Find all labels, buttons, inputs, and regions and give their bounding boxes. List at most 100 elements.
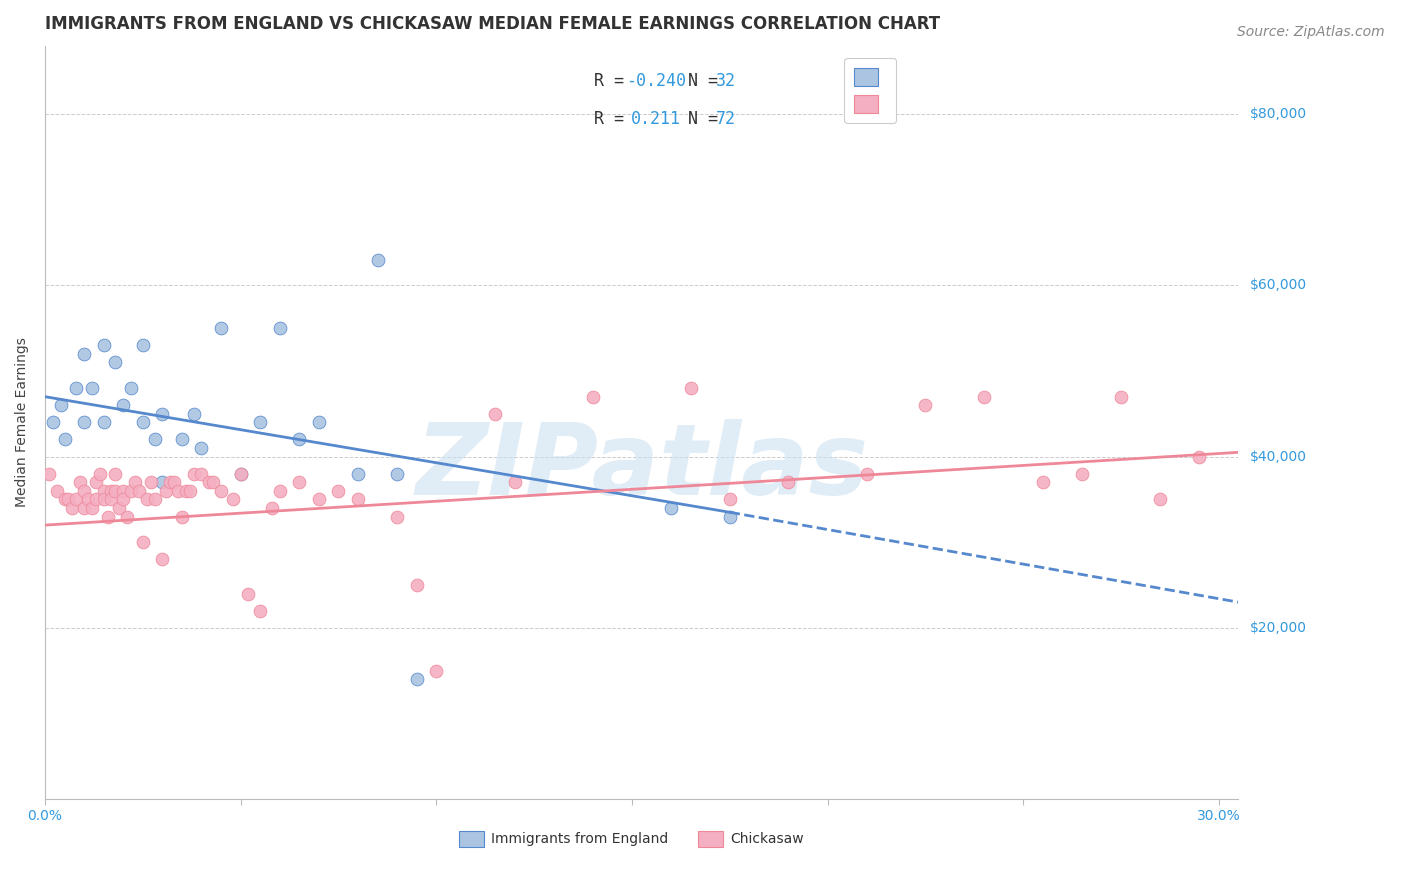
Point [93, 338, 115, 352]
Text: $80,000: $80,000 [1250, 107, 1306, 121]
Text: N =: N = [688, 72, 728, 90]
Point [112, 492, 135, 507]
Text: $40,000: $40,000 [1250, 450, 1306, 464]
Point [112, 483, 135, 498]
Point [69, 475, 91, 490]
Point [100, 483, 122, 498]
Point [183, 407, 205, 421]
Point [38, 467, 60, 481]
Point [73, 500, 96, 515]
Point [150, 552, 173, 566]
Point [139, 475, 162, 490]
Point [238, 586, 260, 600]
Point [1032, 475, 1054, 490]
Text: $20,000: $20,000 [1250, 621, 1306, 635]
Point [269, 483, 291, 498]
Point [170, 509, 193, 524]
Point [100, 492, 122, 507]
Text: 72: 72 [716, 110, 735, 128]
Point [120, 381, 142, 395]
Point [659, 500, 682, 515]
Point [104, 355, 127, 369]
Text: -0.240: -0.240 [626, 72, 686, 90]
Point [84, 492, 107, 507]
Point [484, 407, 506, 421]
Point [132, 416, 155, 430]
Point [159, 475, 181, 490]
Point [190, 467, 212, 481]
Point [49, 398, 72, 412]
Point [108, 500, 131, 515]
Point [124, 475, 146, 490]
Point [222, 492, 245, 507]
Point [93, 416, 115, 430]
Point [425, 664, 447, 678]
Point [155, 483, 177, 498]
Point [347, 467, 370, 481]
Point [128, 483, 150, 498]
Point [65, 492, 87, 507]
Point [73, 483, 96, 498]
Point [143, 433, 166, 447]
Point [80, 500, 103, 515]
Point [1149, 492, 1171, 507]
Point [112, 398, 135, 412]
Point [202, 475, 225, 490]
Point [143, 492, 166, 507]
Point [65, 381, 87, 395]
Point [288, 433, 311, 447]
Point [60, 500, 83, 515]
Point [104, 467, 127, 481]
Point [80, 381, 103, 395]
Text: Source: ZipAtlas.com: Source: ZipAtlas.com [1237, 25, 1385, 39]
Point [170, 433, 193, 447]
Point [308, 492, 330, 507]
Point [405, 578, 427, 592]
Point [229, 467, 252, 481]
Point [163, 475, 186, 490]
Text: Chickasaw: Chickasaw [730, 832, 804, 847]
Point [42, 416, 65, 430]
Point [385, 467, 408, 481]
Point [855, 467, 877, 481]
Point [679, 381, 702, 395]
Point [190, 441, 212, 455]
Text: IMMIGRANTS FROM ENGLAND VS CHICKASAW MEDIAN FEMALE EARNINGS CORRELATION CHART: IMMIGRANTS FROM ENGLAND VS CHICKASAW MED… [45, 15, 941, 33]
Point [84, 475, 107, 490]
Point [73, 347, 96, 361]
Point [1188, 450, 1211, 464]
Point [53, 492, 76, 507]
Point [93, 483, 115, 498]
Point [260, 500, 283, 515]
Point [718, 509, 741, 524]
Point [58, 492, 80, 507]
Y-axis label: Median Female Earnings: Median Female Earnings [15, 337, 30, 508]
Text: N =: N = [688, 110, 728, 128]
Text: 0.211: 0.211 [631, 110, 681, 128]
Point [104, 483, 127, 498]
Point [198, 475, 221, 490]
Point [209, 483, 232, 498]
Point [367, 252, 389, 267]
Point [778, 475, 800, 490]
Point [914, 398, 936, 412]
Text: 32: 32 [716, 72, 735, 90]
Point [347, 492, 370, 507]
Point [97, 509, 120, 524]
Point [150, 475, 173, 490]
Point [93, 492, 115, 507]
Point [973, 390, 995, 404]
Text: ZIPatlas: ZIPatlas [415, 419, 869, 516]
Point [183, 467, 205, 481]
Point [1109, 390, 1132, 404]
Point [503, 475, 526, 490]
Point [77, 492, 100, 507]
Text: Immigrants from England: Immigrants from England [491, 832, 668, 847]
Point [115, 509, 138, 524]
Legend: , : , [844, 58, 896, 123]
Point [132, 535, 155, 549]
Point [288, 475, 311, 490]
Point [308, 416, 330, 430]
Point [53, 433, 76, 447]
Point [249, 604, 271, 618]
